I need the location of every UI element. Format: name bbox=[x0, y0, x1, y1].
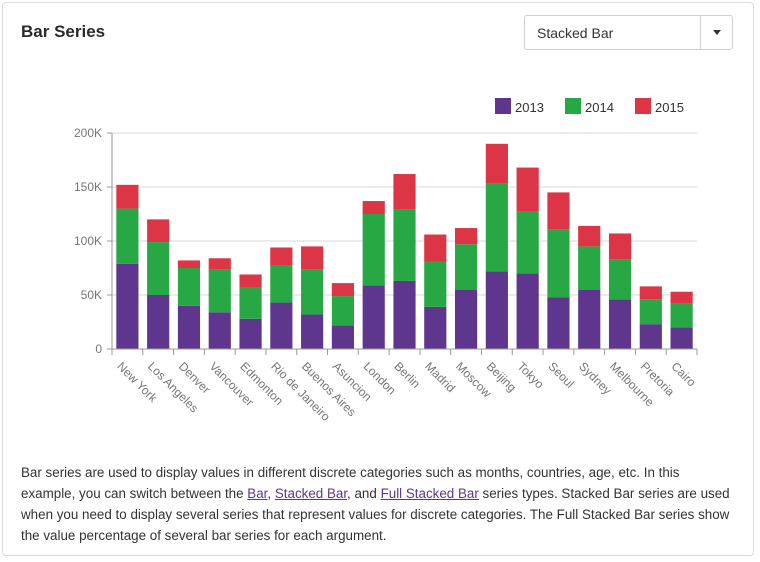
bar-2015[interactable] bbox=[393, 174, 416, 210]
description-separator: , bbox=[267, 486, 275, 501]
bar-2014[interactable] bbox=[424, 261, 447, 307]
bar-2014[interactable] bbox=[208, 269, 231, 313]
link-full-stacked-bar[interactable]: Full Stacked Bar bbox=[380, 486, 479, 501]
bar-2015[interactable] bbox=[177, 260, 201, 268]
bar-2014[interactable] bbox=[116, 208, 139, 264]
legend-swatch-2014[interactable] bbox=[565, 98, 581, 114]
bar-2014[interactable] bbox=[547, 229, 570, 298]
x-tick-label: Seoul bbox=[545, 359, 577, 391]
bar-2013[interactable] bbox=[116, 263, 139, 349]
bar-2013[interactable] bbox=[270, 302, 293, 349]
description: Bar series are used to display values in… bbox=[21, 462, 733, 546]
description-text: Bar series are used to display values in… bbox=[21, 465, 680, 501]
bar-2013[interactable] bbox=[578, 289, 601, 349]
bar-2013[interactable] bbox=[239, 318, 262, 349]
bar-2014[interactable] bbox=[331, 296, 355, 326]
legend-label-2014[interactable]: 2014 bbox=[585, 100, 614, 115]
description-separator: , and bbox=[347, 486, 381, 501]
bar-2015[interactable] bbox=[578, 225, 601, 247]
y-tick-label: 200K bbox=[74, 126, 102, 140]
x-tick-label: Sydney bbox=[576, 359, 614, 397]
bar-2014[interactable] bbox=[177, 268, 201, 306]
y-tick-label: 50K bbox=[81, 288, 102, 302]
bar-2014[interactable] bbox=[147, 242, 170, 295]
bar-2013[interactable] bbox=[670, 327, 693, 349]
x-tick-label: Madrid bbox=[422, 359, 458, 395]
bar-2013[interactable] bbox=[454, 289, 478, 349]
bar-2014[interactable] bbox=[454, 244, 478, 290]
series-type-select[interactable]: Stacked Bar bbox=[524, 15, 733, 50]
bar-2014[interactable] bbox=[393, 209, 416, 281]
bar-2014[interactable] bbox=[362, 214, 385, 286]
bar-2013[interactable] bbox=[485, 271, 508, 349]
bar-2015[interactable] bbox=[362, 201, 385, 214]
bar-2015[interactable] bbox=[116, 184, 139, 209]
bar-2015[interactable] bbox=[147, 219, 170, 243]
link-stacked-bar[interactable]: Stacked Bar bbox=[274, 486, 348, 501]
bar-2014[interactable] bbox=[608, 259, 632, 300]
bar-2015[interactable] bbox=[208, 258, 231, 270]
bar-2014[interactable] bbox=[670, 303, 693, 328]
bar-2014[interactable] bbox=[516, 211, 539, 274]
bar-2013[interactable] bbox=[639, 324, 662, 349]
bar-2015[interactable] bbox=[516, 167, 539, 212]
bar-2014[interactable] bbox=[639, 299, 662, 325]
select-divider bbox=[700, 16, 701, 49]
bar-2013[interactable] bbox=[177, 305, 201, 349]
link-bar[interactable]: Bar bbox=[247, 486, 268, 501]
bar-2015[interactable] bbox=[331, 283, 355, 297]
bar-2015[interactable] bbox=[608, 233, 632, 260]
page-title: Bar Series bbox=[21, 22, 106, 41]
bar-2015[interactable] bbox=[639, 286, 662, 300]
bar-2015[interactable] bbox=[485, 143, 508, 184]
y-tick-label: 150K bbox=[74, 180, 102, 194]
series-type-select-value: Stacked Bar bbox=[537, 25, 614, 41]
bar-2013[interactable] bbox=[301, 314, 324, 349]
bar-2014[interactable] bbox=[270, 265, 293, 303]
bar-2014[interactable] bbox=[485, 183, 508, 272]
bar-2015[interactable] bbox=[424, 234, 447, 262]
bar-2014[interactable] bbox=[239, 287, 262, 319]
bar-2013[interactable] bbox=[424, 306, 447, 349]
bar-2015[interactable] bbox=[239, 274, 262, 288]
legend-swatch-2013[interactable] bbox=[495, 98, 511, 114]
bar-2014[interactable] bbox=[578, 246, 601, 290]
bar-2015[interactable] bbox=[547, 192, 570, 230]
bar-2013[interactable] bbox=[608, 299, 632, 349]
legend-label-2013[interactable]: 2013 bbox=[515, 100, 544, 115]
bar-2015[interactable] bbox=[454, 228, 478, 245]
chevron-down-icon[interactable] bbox=[701, 16, 733, 49]
bar-2013[interactable] bbox=[547, 297, 570, 349]
legend-swatch-2015[interactable] bbox=[635, 98, 651, 114]
x-tick-label: Tokyo bbox=[515, 359, 547, 391]
bar-2013[interactable] bbox=[331, 325, 355, 349]
y-tick-label: 0 bbox=[95, 342, 102, 356]
bar-2013[interactable] bbox=[362, 285, 385, 349]
bar-2013[interactable] bbox=[147, 295, 170, 349]
y-tick-label: 100K bbox=[74, 234, 102, 248]
bar-2013[interactable] bbox=[208, 312, 231, 349]
bar-2013[interactable] bbox=[516, 273, 539, 349]
description-text-end: series types. Stacked Bar series are use… bbox=[21, 486, 730, 543]
bar-2014[interactable] bbox=[301, 269, 324, 315]
bar-2015[interactable] bbox=[270, 247, 293, 266]
legend-label-2015[interactable]: 2015 bbox=[655, 100, 684, 115]
bar-2013[interactable] bbox=[393, 280, 416, 349]
bar-2015[interactable] bbox=[670, 291, 693, 304]
bar-2015[interactable] bbox=[301, 246, 324, 270]
